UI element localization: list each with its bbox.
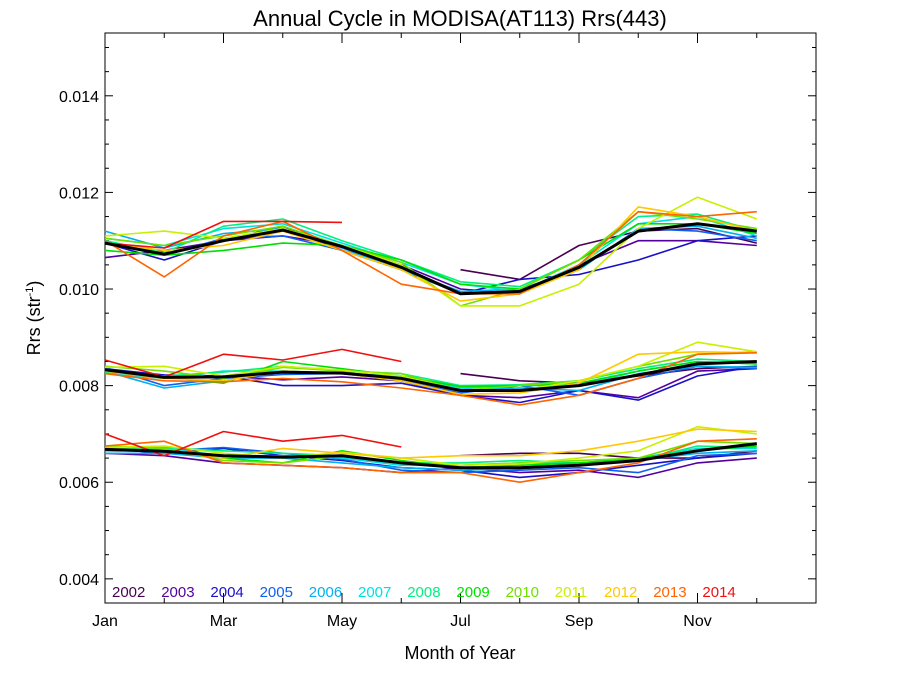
plot-area-frame — [104, 32, 817, 604]
series-line-2010 — [104, 210, 757, 307]
x-tick-label: Jan — [92, 613, 118, 630]
x-tick-label: Nov — [683, 613, 711, 630]
legend-entry-2003: 2003 — [161, 584, 194, 601]
legend-entry-2010: 2010 — [506, 584, 539, 601]
legend-entry-2011: 2011 — [555, 584, 587, 601]
series-line-2003 — [104, 452, 757, 479]
legend-entry-2004: 2004 — [210, 584, 243, 601]
y-axis-label-suffix: ) — [24, 281, 44, 287]
series-line-2014 — [104, 220, 343, 249]
y-tick-label: 0.010 — [59, 282, 99, 299]
legend-entry-2006: 2006 — [309, 584, 342, 601]
x-tick-label: Sep — [565, 613, 594, 630]
y-tick-label: 0.008 — [59, 379, 99, 396]
series-line-2012 — [104, 428, 757, 459]
legend-entry-2007: 2007 — [358, 584, 391, 601]
y-axis-label-main: Rrs (str — [24, 296, 44, 355]
legend-entry-2014: 2014 — [702, 584, 735, 601]
y-axis-label-superscript: -1 — [24, 287, 36, 297]
series-line-2005 — [105, 446, 757, 474]
series-line-2014 — [104, 348, 402, 378]
x-axis-label: Month of Year — [404, 643, 515, 663]
y-tick-label: 0.014 — [59, 89, 99, 106]
legend-entry-2009: 2009 — [456, 584, 489, 601]
series-line-2012 — [104, 206, 757, 302]
y-tick-label: 0.012 — [59, 185, 99, 202]
x-tick-label: Jul — [450, 613, 470, 630]
series-line-mean — [104, 442, 757, 470]
x-tick-label: Mar — [210, 613, 238, 630]
x-axis: Jan Mar May Jul Sep Nov — [92, 33, 758, 630]
series-line-mean — [104, 360, 757, 392]
chart-title: Annual Cycle in MODISA(AT113) Rrs(443) — [253, 6, 667, 31]
y-tick-label: 0.006 — [59, 475, 99, 492]
series-line-2012 — [104, 351, 757, 396]
legend-entry-2002: 2002 — [112, 584, 145, 601]
legend-entry-2013: 2013 — [653, 584, 686, 601]
series-line-2008 — [104, 213, 758, 288]
series-line-mean — [104, 222, 757, 296]
legend-entry-2012: 2012 — [604, 584, 637, 601]
series-line-2011 — [104, 425, 757, 467]
legend-entry-2005: 2005 — [260, 584, 293, 601]
legend-entry-2008: 2008 — [407, 584, 440, 601]
y-axis: 0.004 0.006 0.008 0.010 0.012 0.014 — [59, 46, 816, 604]
x-tick-label: May — [327, 613, 357, 630]
series-lines — [104, 196, 758, 483]
legend: 2002 2003 2004 2005 2006 2007 2008 2009 2010 2011… — [112, 584, 736, 601]
y-tick-label: 0.004 — [59, 572, 99, 589]
y-axis-label: Rrs (str-1) — [24, 281, 44, 356]
series-line-2008 — [104, 358, 757, 387]
